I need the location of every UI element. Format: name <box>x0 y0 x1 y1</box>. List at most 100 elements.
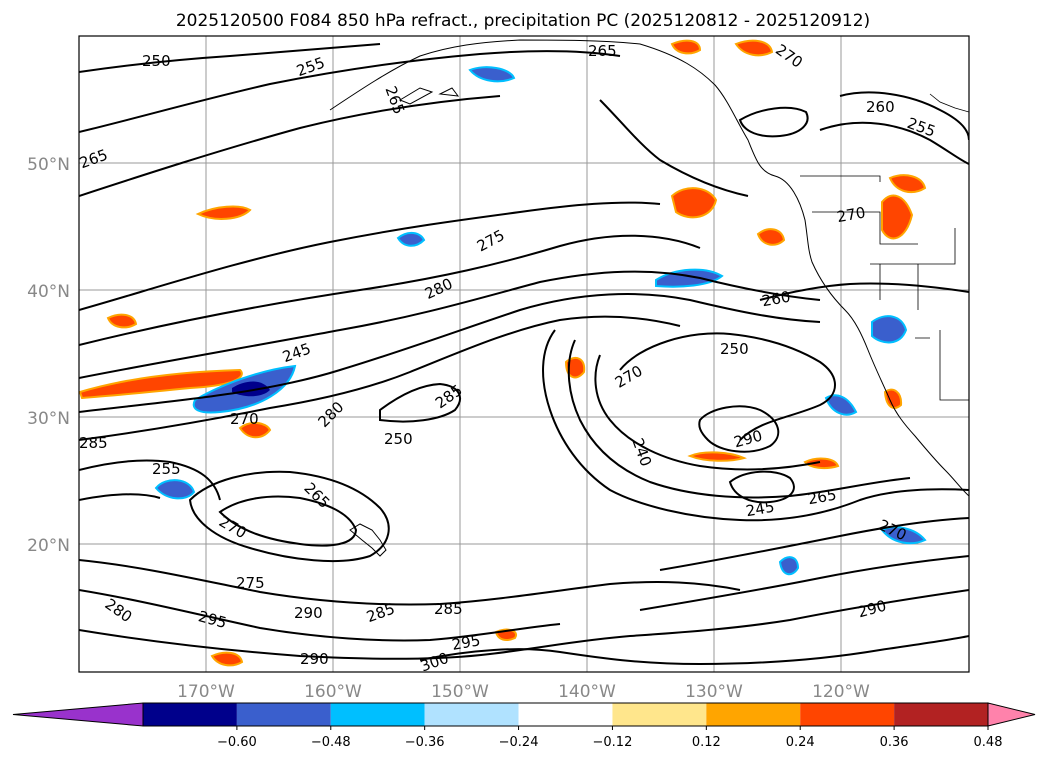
precip-positive-area <box>210 651 244 667</box>
contour-line <box>79 315 681 441</box>
precip-negative-area <box>871 315 908 344</box>
contour-label: 255 <box>152 460 181 478</box>
lon-label: 160°W <box>304 682 362 702</box>
precip-positive-area <box>670 39 702 55</box>
contour-line <box>79 95 501 197</box>
contour-line <box>79 589 561 642</box>
contour-label: 245 <box>744 498 775 521</box>
precip-positive-area <box>888 174 927 194</box>
map-background <box>79 36 969 672</box>
state-borders <box>800 175 969 401</box>
precip-negative-area <box>778 556 800 576</box>
contour-line <box>79 293 821 413</box>
colorbar: −0.60 −0.48 −0.36 −0.24 −0.12 0.12 0.24 0.36 0.4… <box>12 702 1036 750</box>
hawaii-islands <box>349 523 387 557</box>
colorbar-frame <box>142 702 989 727</box>
colorbar-bin <box>800 703 895 726</box>
colorbar-extend-high <box>987 702 1036 727</box>
refractivity-contours <box>79 43 969 666</box>
precip-positive-area <box>687 451 747 462</box>
contour-line <box>698 405 780 453</box>
contour-label: 265 <box>588 42 617 60</box>
contour-line <box>79 43 381 73</box>
contour-label: 250 <box>720 340 749 358</box>
colorbar-tick-label: −0.24 <box>499 735 539 750</box>
north-america-coast <box>329 39 969 497</box>
colorbar-bin <box>894 703 988 726</box>
contour-label: 250 <box>142 52 171 70</box>
colorbar-tick-label: 0.48 <box>974 735 1003 750</box>
precip-positive-area <box>734 39 774 57</box>
lon-label: 170°W <box>177 682 235 702</box>
lon-label: 140°W <box>558 682 616 702</box>
precip-negative-area <box>880 526 927 545</box>
contour-label: 270 <box>230 410 259 428</box>
contour-label: 260 <box>760 288 791 311</box>
contour-line <box>567 339 911 499</box>
precip-positive-area <box>881 194 914 240</box>
precip-negative-area <box>824 394 858 416</box>
lon-label: 130°W <box>685 682 743 702</box>
colorbar-extend-low <box>12 702 144 727</box>
figure-title: 2025120500 F084 850 hPa refract., precip… <box>176 11 870 31</box>
map-frame <box>78 35 970 673</box>
contour-line <box>738 106 809 138</box>
lat-label: 20°N <box>27 536 70 556</box>
contour-label: 295 <box>450 631 481 654</box>
canada-border <box>929 93 969 113</box>
contour-line <box>639 555 969 611</box>
contour-line <box>542 329 969 522</box>
precip-positive-area <box>106 313 138 329</box>
colorbar-tick-label: −0.60 <box>217 735 257 750</box>
colorbar-tick-label: 0.36 <box>880 735 909 750</box>
precip-positive-area <box>803 457 840 470</box>
colorbar-bin <box>706 703 801 726</box>
contour-label: 290 <box>300 650 329 668</box>
contour-line <box>79 493 161 501</box>
lon-label: 150°W <box>431 682 489 702</box>
precip-positive-area <box>883 388 903 409</box>
colorbar-bin <box>236 703 331 726</box>
contour-line <box>759 282 969 301</box>
precip-negative-area <box>468 66 516 83</box>
precip-negative-area <box>154 479 196 500</box>
contour-line <box>599 99 749 197</box>
contour-line <box>819 121 969 165</box>
latitude-labels: 50°N 40°N 30°N 20°N <box>27 155 70 556</box>
colorbar-tick-label: −0.12 <box>593 735 633 750</box>
colorbar-tick-label: 0.24 <box>786 735 815 750</box>
contour-label: 265 <box>806 486 837 509</box>
contour-label: 285 <box>79 434 108 452</box>
contour-line <box>79 201 661 311</box>
contour-line <box>659 517 969 571</box>
precip-positive-area <box>238 422 272 439</box>
contour-line <box>188 470 390 563</box>
map-panel: 250 255 265 265 270 260 255 265 270 275 … <box>78 35 970 673</box>
colorbar-bin <box>518 703 613 726</box>
precip-positive-area <box>670 187 718 219</box>
precip-negative-area <box>396 232 426 247</box>
contour-line <box>79 589 969 660</box>
contour-label: 250 <box>384 430 413 448</box>
contour-label: 260 <box>866 98 895 116</box>
colorbar-bin <box>424 703 519 726</box>
contour-line <box>728 470 795 504</box>
contour-line <box>419 635 969 666</box>
contour-line <box>619 332 836 441</box>
colorbar-tick-label: −0.48 <box>311 735 351 750</box>
colorbar-bin <box>330 703 425 726</box>
contour-label: 285 <box>434 600 463 618</box>
coastlines <box>329 39 969 557</box>
contour-line <box>79 50 621 133</box>
contour-label: 275 <box>236 574 265 592</box>
contour-line <box>79 270 821 379</box>
contour-line <box>839 91 969 141</box>
contour-line <box>79 459 221 501</box>
alaska-peninsula <box>398 87 460 105</box>
contour-line <box>79 234 701 346</box>
longitude-labels: 170°W 160°W 150°W 140°W 130°W 120°W <box>177 682 870 702</box>
contour-line <box>79 559 741 606</box>
contour-line <box>218 495 358 547</box>
contour-label: 290 <box>294 604 323 622</box>
